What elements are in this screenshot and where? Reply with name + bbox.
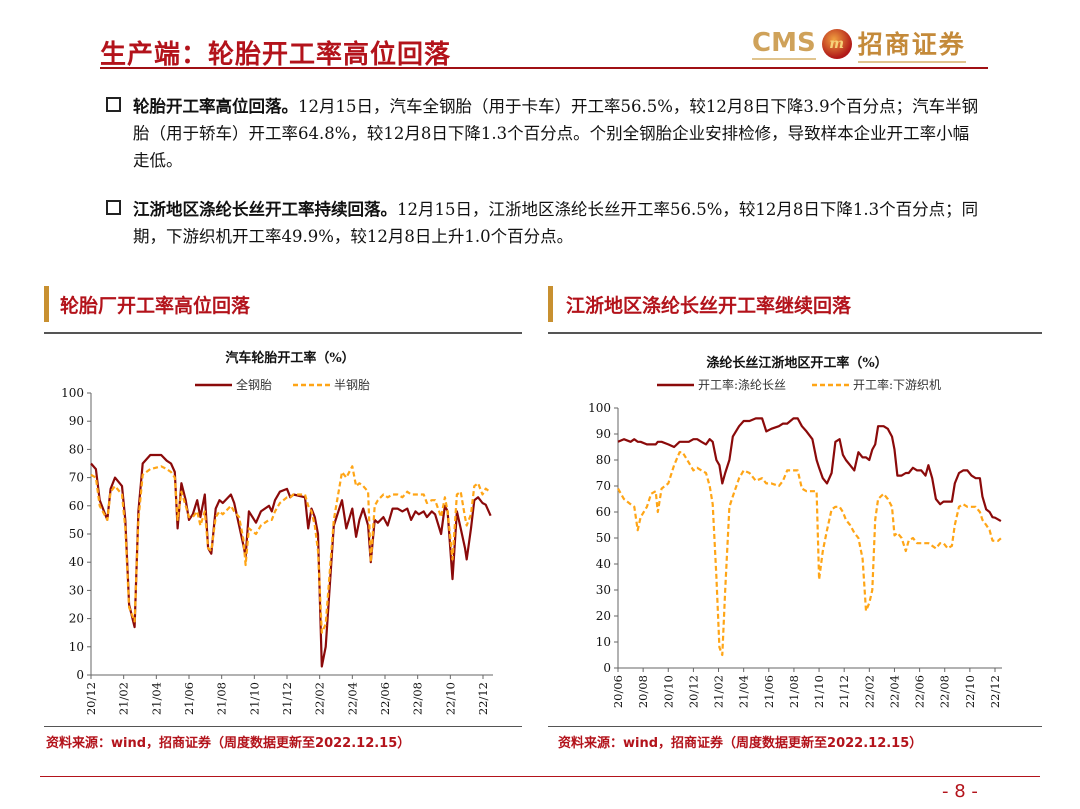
x-tick-label: 22/06: [378, 682, 392, 715]
footer-divider: [40, 776, 1040, 777]
y-tick-label: 60: [596, 505, 611, 519]
chart-title: 汽车轮胎开工率（%）: [225, 350, 354, 366]
x-tick-label: 22/04: [345, 682, 359, 715]
x-tick-label: 20/08: [636, 675, 650, 708]
bullet-heading: 轮胎开工率高位回落。: [133, 97, 298, 116]
y-tick-label: 60: [69, 499, 84, 513]
bullet-heading: 江浙地区涤纶长丝开工率持续回落。: [133, 200, 397, 219]
header-divider: [100, 67, 988, 69]
x-tick-label: 22/08: [411, 682, 425, 715]
chart-divider: [548, 726, 1042, 727]
series-line-dashed: [617, 451, 1002, 657]
x-tick-label: 20/06: [611, 675, 625, 708]
x-tick-label: 22/12: [988, 675, 1002, 708]
legend-label: 半钢胎: [334, 378, 370, 392]
y-tick-label: 20: [596, 609, 611, 623]
source-note-tire: 资料来源：wind，招商证券（周度数据更新至2022.12.15）: [46, 736, 411, 751]
x-tick-label: 21/04: [737, 675, 751, 708]
x-tick-label: 21/10: [812, 675, 826, 708]
tire-operating-rate-chart: 汽车轮胎开工率（%） 全钢胎 半钢胎 0 10 20 30 40 50 60 70 80 90 100 20…: [61, 350, 493, 715]
x-tick-label: 21/10: [247, 682, 261, 715]
source-note-polyester: 资料来源：wind，招商证券（周度数据更新至2022.12.15）: [558, 736, 923, 751]
section-divider: [44, 332, 522, 334]
y-tick-label: 0: [76, 668, 84, 682]
logo-cn-text: 招商证券: [857, 25, 966, 63]
x-tick-label: 21/02: [712, 675, 726, 708]
y-tick-label: 100: [61, 386, 84, 400]
y-tick-label: 90: [69, 414, 84, 428]
x-tick-label: 22/02: [313, 682, 327, 715]
y-tick-label: 90: [596, 427, 611, 441]
page-title: 生产端：轮胎开工率高位回落: [100, 40, 452, 70]
y-tick-label: 10: [596, 635, 611, 649]
logo-cms-text: CMS: [752, 28, 816, 60]
bullet-body: 12月15日，汽车全钢胎（用于卡车）开工率56.5%，较12月8日下降3.9个百…: [133, 97, 979, 170]
x-tick-label: 22/04: [887, 675, 901, 708]
x-tick-label: 22/02: [862, 675, 876, 708]
y-tick-label: 0: [603, 661, 611, 675]
x-tick-label: 22/06: [913, 675, 927, 708]
y-tick-label: 100: [588, 401, 611, 415]
x-tick-label: 20/10: [661, 675, 675, 708]
section-marker: [44, 286, 49, 322]
section-title-tire: 轮胎厂开工率高位回落: [60, 295, 251, 317]
legend-label: 全钢胎: [236, 377, 272, 392]
series-line-dashed: [90, 465, 492, 634]
legend-label: 开工率:下游织机: [853, 377, 941, 392]
x-tick-label: 22/10: [443, 682, 457, 715]
x-tick-label: 21/08: [787, 675, 801, 708]
x-tick-label: 22/08: [938, 675, 952, 708]
y-tick-label: 10: [69, 640, 84, 654]
logo-emblem-icon: m: [821, 29, 852, 59]
y-tick-label: 70: [69, 471, 84, 485]
y-tick-label: 40: [596, 557, 611, 571]
section-divider: [548, 332, 1042, 334]
section-marker: [548, 286, 553, 322]
y-tick-label: 50: [596, 531, 611, 545]
y-tick-label: 50: [69, 527, 84, 541]
x-tick-label: 20/12: [686, 675, 700, 708]
x-tick-label: 20/12: [84, 682, 98, 715]
y-tick-label: 40: [69, 555, 84, 569]
x-tick-label: 21/06: [762, 675, 776, 708]
y-tick-label: 30: [69, 583, 84, 597]
y-tick-label: 20: [69, 612, 84, 626]
bullet-body: 12月15日，江浙地区涤纶长丝开工率56.5%，较12月8日下降1.3个百分点；…: [133, 200, 979, 246]
y-tick-label: 80: [596, 453, 611, 467]
series-line-solid: [617, 417, 1002, 523]
x-tick-label: 21/08: [215, 682, 229, 715]
y-tick-label: 70: [596, 479, 611, 493]
section-title-polyester: 江浙地区涤纶长丝开工率继续回落: [566, 295, 852, 317]
cms-logo: CMS m 招商证券: [752, 24, 966, 64]
square-bullet-icon: [106, 200, 121, 215]
x-tick-label: 21/06: [182, 682, 196, 715]
x-tick-label: 22/10: [963, 675, 977, 708]
square-bullet-icon: [106, 97, 121, 112]
x-tick-label: 21/04: [149, 682, 163, 715]
x-tick-label: 22/12: [476, 682, 490, 715]
series-line-solid: [90, 453, 492, 668]
y-tick-label: 30: [596, 583, 611, 597]
x-tick-label: 21/12: [280, 682, 294, 715]
chart-divider: [44, 726, 522, 727]
y-tick-label: 80: [69, 442, 84, 456]
polyester-operating-rate-chart: 涤纶长丝江浙地区开工率（%） 开工率:涤纶长丝 开工率:下游织机 0 10 20 30 40 5…: [588, 355, 1002, 708]
chart-title: 涤纶长丝江浙地区开工率（%）: [706, 355, 887, 371]
page-number: - 8 -: [942, 781, 978, 802]
x-tick-label: 21/12: [837, 675, 851, 708]
x-tick-label: 21/02: [117, 682, 131, 715]
legend-label: 开工率:涤纶长丝: [698, 377, 786, 392]
